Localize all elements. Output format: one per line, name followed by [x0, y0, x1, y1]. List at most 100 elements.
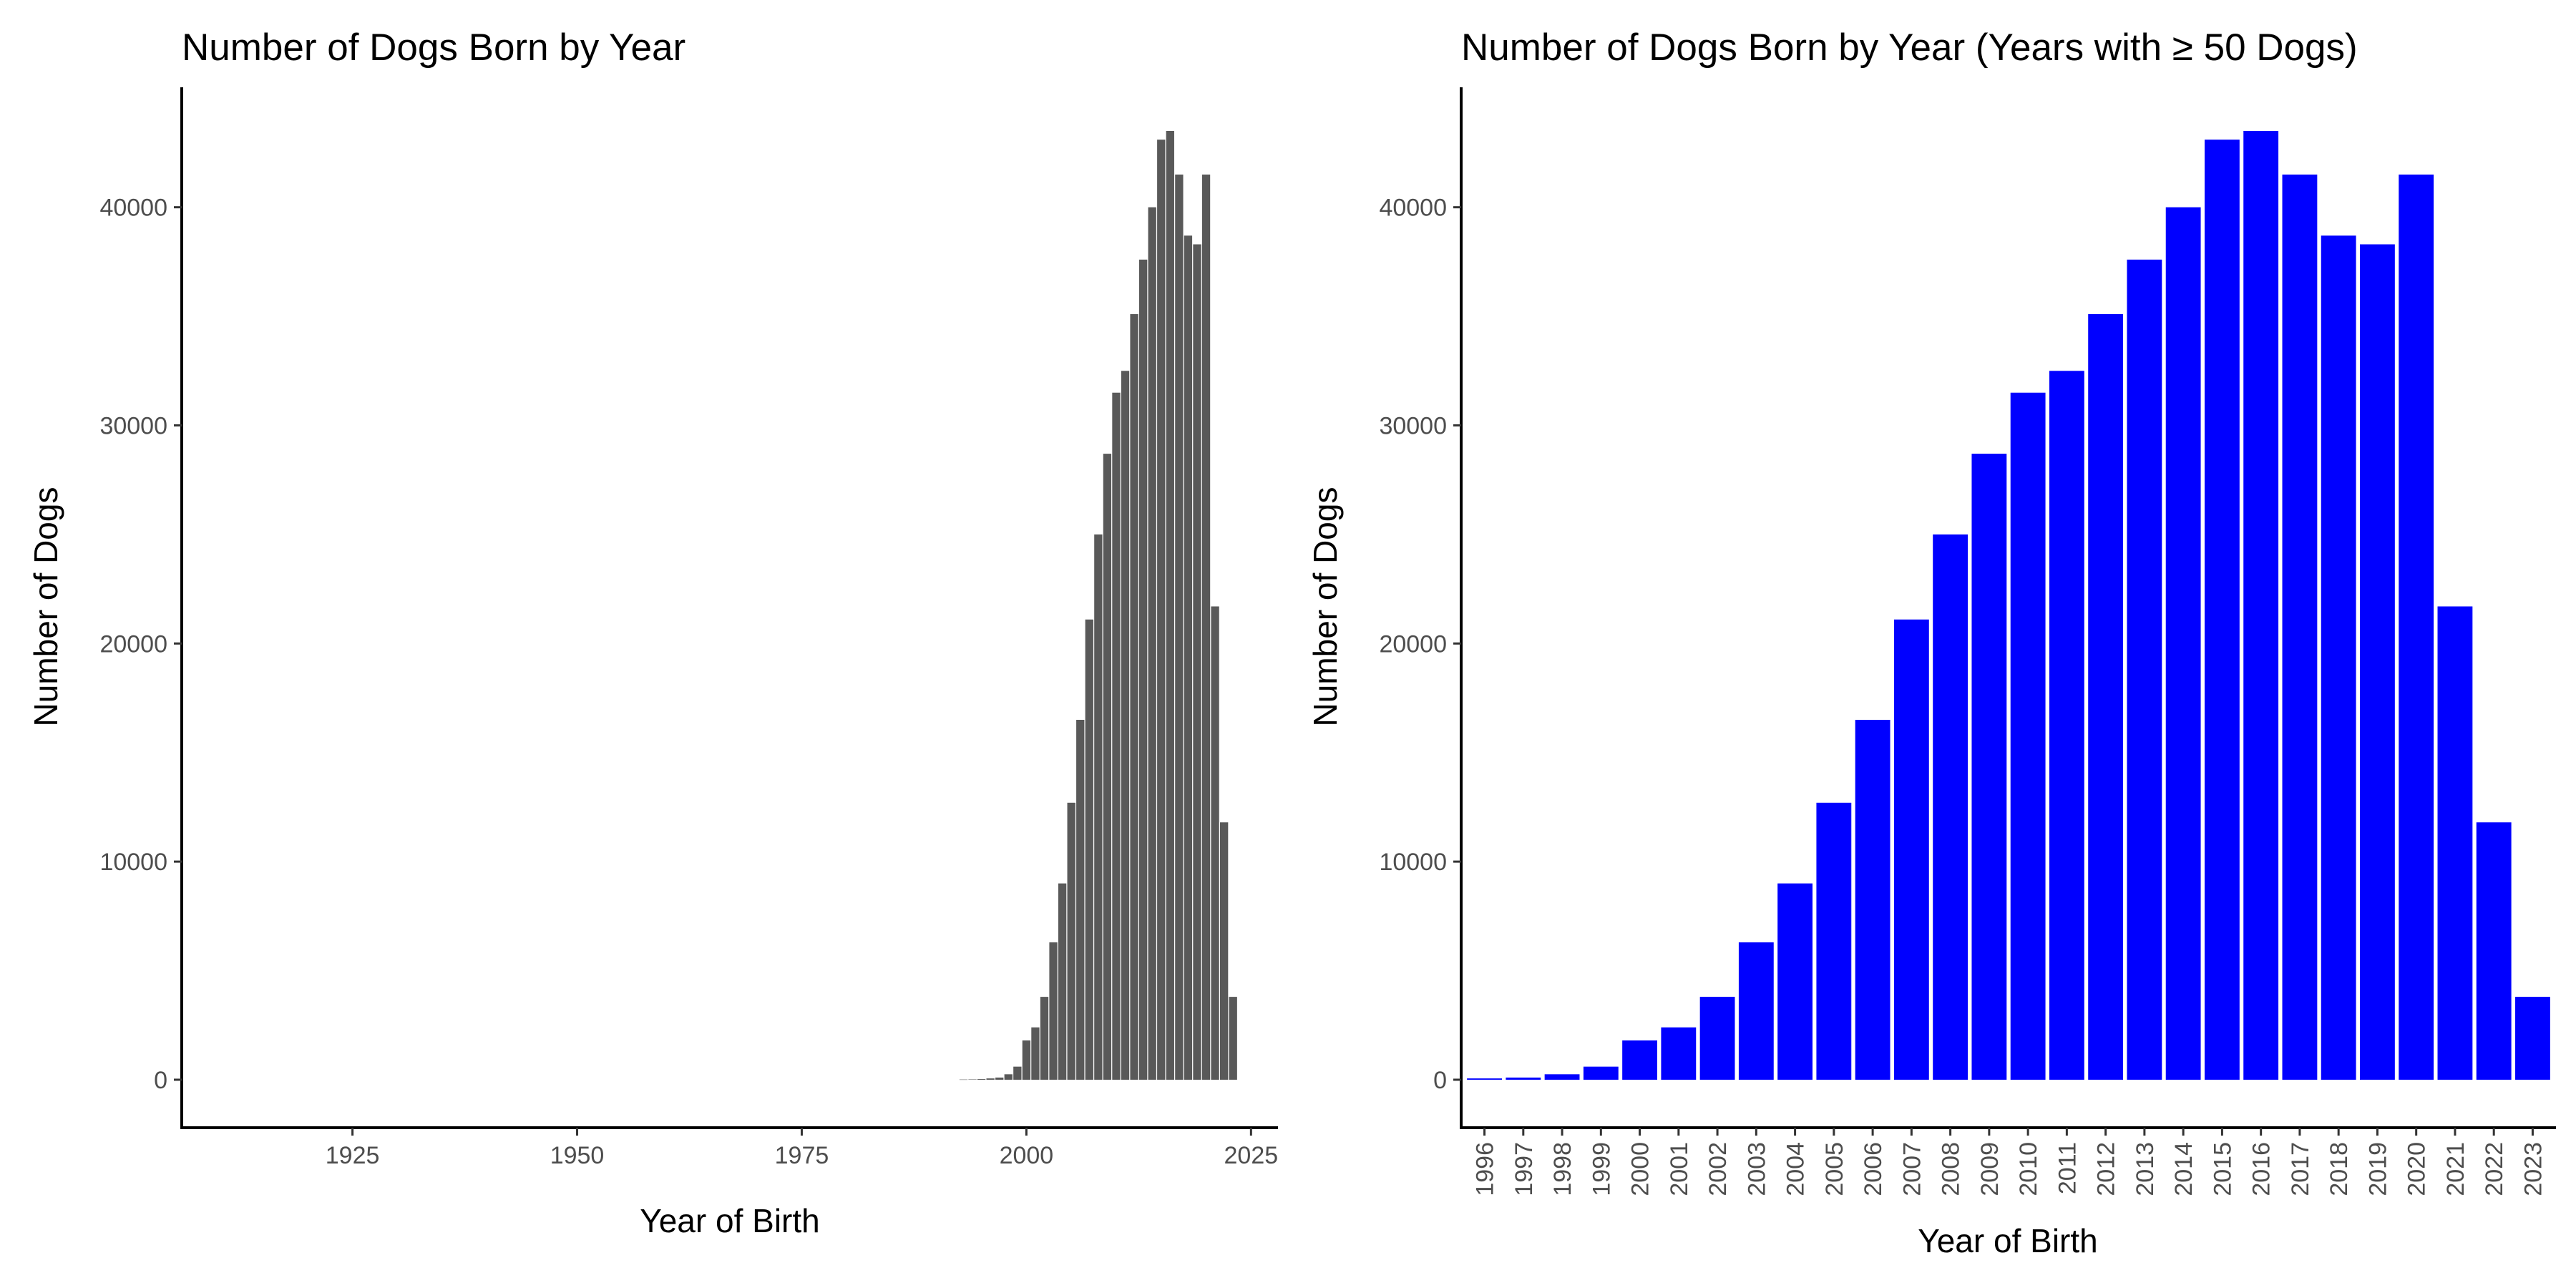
- left-x-tick-label: 2025: [1224, 1142, 1279, 1169]
- right-x-tick-label: 2023: [2519, 1142, 2547, 1196]
- right-x-tick-label: 2008: [1938, 1142, 1965, 1196]
- left-bar: [1067, 802, 1075, 1080]
- chart-panel-left: Number of Dogs Born by Year 0 10000 20000 3…: [27, 26, 1278, 1239]
- left-bar: [1049, 942, 1058, 1080]
- right-y-tick-label: 40000: [1379, 195, 1447, 222]
- right-bar: [2360, 244, 2395, 1080]
- right-x-tick-label: 2005: [1821, 1142, 1848, 1196]
- right-x-ticks: 1996 1997 1998 1999 2000 2001 2002 2003 2004 2005…: [1472, 1128, 2547, 1196]
- right-bar: [2204, 140, 2240, 1080]
- left-y-tick-label: 10000: [99, 849, 167, 876]
- right-x-tick-label: 1998: [1549, 1142, 1576, 1196]
- right-bar: [1893, 619, 1929, 1080]
- right-x-tick-label: 2007: [1898, 1142, 1926, 1196]
- right-y-axis-title: Number of Dogs: [1307, 487, 1344, 727]
- left-x-tick-label: 1975: [775, 1142, 829, 1169]
- left-y-axis-title: Number of Dogs: [27, 487, 64, 727]
- right-y-tick-label: 0: [1433, 1067, 1447, 1094]
- right-bar: [2437, 606, 2473, 1080]
- right-x-tick-label: 2004: [1782, 1142, 1810, 1196]
- right-bar: [1544, 1074, 1580, 1080]
- right-bar: [2399, 174, 2434, 1080]
- left-bar: [995, 1077, 1004, 1080]
- left-bar: [1184, 235, 1193, 1080]
- left-bar: [1220, 822, 1229, 1080]
- right-x-tick-label: 2009: [1976, 1142, 2004, 1196]
- left-y-tick-label: 20000: [99, 630, 167, 658]
- right-y-ticks: 0 10000 20000 30000 40000: [1379, 195, 1461, 1094]
- left-x-tick-label: 2000: [1000, 1142, 1054, 1169]
- left-y-tick-label: 40000: [99, 195, 167, 222]
- right-x-tick-label: 2018: [2326, 1142, 2353, 1196]
- left-bar: [1022, 1040, 1031, 1080]
- right-bar: [1933, 534, 1968, 1080]
- right-y-tick-label: 20000: [1379, 630, 1447, 658]
- right-bars: [1467, 130, 2550, 1080]
- left-bar: [1175, 174, 1184, 1080]
- right-bar: [1583, 1066, 1619, 1080]
- left-bar: [1148, 207, 1156, 1080]
- right-x-tick-label: 2015: [2209, 1142, 2236, 1196]
- right-bar: [2049, 371, 2084, 1080]
- right-x-tick-label: 2019: [2364, 1142, 2391, 1196]
- left-bar: [1229, 997, 1237, 1080]
- right-x-tick-label: 2014: [2170, 1142, 2197, 1196]
- right-bar: [1699, 997, 1735, 1080]
- right-x-axis-title: Year of Birth: [1918, 1222, 2097, 1259]
- right-bar: [2282, 174, 2318, 1080]
- right-x-tick-label: 2020: [2404, 1142, 2431, 1196]
- right-bar: [1777, 883, 1813, 1080]
- right-x-tick-label: 2013: [2132, 1142, 2159, 1196]
- right-bar: [2165, 207, 2201, 1080]
- left-x-ticks: 1925 1950 1975 2000 2025: [326, 1128, 1278, 1169]
- left-bar: [1004, 1074, 1013, 1080]
- left-bar: [1193, 244, 1201, 1080]
- left-bar: [1211, 606, 1219, 1080]
- left-bar: [1201, 174, 1211, 1080]
- left-x-tick-label: 1950: [550, 1142, 605, 1169]
- right-x-tick-label: 2017: [2287, 1142, 2314, 1196]
- left-bar: [986, 1078, 995, 1080]
- right-x-tick-label: 2000: [1627, 1142, 1654, 1196]
- right-x-tick-label: 1997: [1511, 1142, 1538, 1196]
- left-bar: [1121, 371, 1130, 1080]
- left-bar: [1085, 619, 1093, 1080]
- left-x-tick-label: 1925: [326, 1142, 380, 1169]
- right-x-tick-label: 2021: [2442, 1142, 2469, 1196]
- right-y-tick-label: 10000: [1379, 849, 1447, 876]
- left-bar: [1166, 130, 1174, 1080]
- right-bar: [2476, 822, 2512, 1080]
- right-bar: [2321, 235, 2356, 1080]
- right-x-tick-label: 2016: [2248, 1142, 2275, 1196]
- right-bar: [1661, 1027, 1697, 1080]
- right-bar: [2243, 130, 2279, 1080]
- right-x-tick-label: 2010: [2015, 1142, 2042, 1196]
- right-bar: [1816, 802, 1852, 1080]
- left-bar: [1076, 719, 1085, 1080]
- right-bar: [1622, 1040, 1657, 1080]
- right-bar: [1738, 942, 1774, 1080]
- right-bar: [1467, 1078, 1502, 1080]
- left-bar: [1130, 314, 1138, 1080]
- right-bar: [2010, 392, 2046, 1080]
- right-bar: [1971, 454, 2007, 1080]
- right-x-tick-label: 2006: [1860, 1142, 1887, 1196]
- right-x-tick-label: 2002: [1704, 1142, 1732, 1196]
- left-y-tick-label: 30000: [99, 412, 167, 439]
- left-bar: [1058, 883, 1067, 1080]
- right-bar: [1506, 1077, 1541, 1080]
- right-x-tick-label: 2022: [2481, 1142, 2508, 1196]
- right-x-tick-label: 1996: [1472, 1142, 1499, 1196]
- left-bar: [1138, 259, 1148, 1080]
- right-x-tick-label: 1999: [1588, 1142, 1615, 1196]
- left-bars: [959, 130, 1237, 1080]
- left-bar: [1094, 534, 1103, 1080]
- left-bar: [968, 1079, 977, 1080]
- left-bar: [1031, 1027, 1040, 1080]
- left-bar: [1040, 997, 1049, 1080]
- right-x-tick-label: 2003: [1743, 1142, 1770, 1196]
- right-bar: [2515, 997, 2550, 1080]
- right-x-tick-label: 2012: [2093, 1142, 2120, 1196]
- left-bar: [1112, 392, 1121, 1080]
